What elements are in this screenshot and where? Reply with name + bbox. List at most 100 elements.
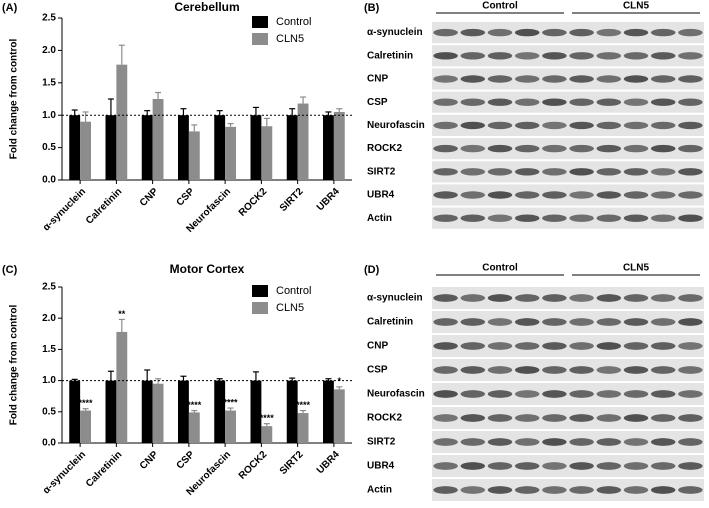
blot-band: [514, 318, 540, 326]
blot-band: [487, 191, 513, 199]
blot-band: [487, 486, 513, 494]
blot-strip: [432, 359, 704, 381]
blot-band: [596, 414, 622, 422]
blot-band: [569, 318, 594, 326]
row-label: Neurofascin: [367, 389, 425, 400]
blot-band: [623, 294, 649, 302]
panel-label: (A): [2, 2, 18, 14]
blot-band: [542, 144, 567, 153]
blot-band: [650, 294, 676, 302]
blot-band: [650, 342, 676, 350]
blot-band: [514, 144, 540, 153]
legend-label: CLN5: [276, 33, 304, 45]
blot-band: [678, 75, 703, 83]
significance-label: **: [118, 309, 126, 319]
group-label: Control: [482, 263, 518, 274]
blot-band: [596, 438, 622, 446]
blot-band: [623, 75, 649, 83]
blot-band: [514, 342, 540, 350]
blot-band: [487, 52, 513, 60]
blot-band: [542, 294, 567, 302]
blot-band: [678, 191, 703, 199]
bar: [333, 389, 345, 443]
blot-band: [542, 390, 567, 398]
blot-band: [514, 121, 540, 130]
blot-strip: [432, 311, 704, 333]
blot-band: [678, 28, 703, 37]
blot-band: [542, 168, 567, 176]
blot-band: [487, 342, 513, 350]
blot-band: [678, 214, 703, 222]
blot-band: [678, 438, 703, 446]
blot-band: [569, 294, 594, 302]
blot-band: [569, 168, 594, 176]
blot-strip: [432, 22, 704, 44]
blot-band: [433, 121, 458, 130]
blot-band: [542, 98, 567, 106]
blot-band: [460, 438, 486, 446]
blot-band: [596, 98, 622, 106]
bar: [152, 99, 164, 180]
blot-band: [678, 366, 703, 374]
x-tick-label: α-synuclein: [41, 449, 88, 496]
blot-band: [460, 414, 486, 422]
bar: [323, 115, 334, 180]
blot-band: [596, 168, 622, 176]
blot-band: [650, 438, 676, 446]
blot-band: [650, 462, 676, 470]
blot-band: [542, 191, 567, 199]
blot-band: [460, 191, 486, 199]
chart-title: Motor Cortex: [170, 262, 245, 276]
blot-band: [542, 342, 567, 350]
bar: [225, 126, 236, 180]
blot-band: [596, 318, 622, 326]
bar: [152, 383, 164, 443]
bar: [188, 131, 200, 180]
y-tick-label: 1.0: [42, 110, 56, 121]
bar: [69, 115, 81, 180]
blot-band: [623, 486, 649, 494]
blot-band: [433, 168, 458, 176]
y-tick-label: 0.0: [42, 438, 56, 449]
blot-band: [433, 98, 458, 106]
blot-band: [460, 28, 486, 37]
blot-band: [514, 214, 540, 222]
row-label: Calretinin: [367, 317, 413, 328]
blot-band: [623, 390, 649, 398]
blot-band: [433, 75, 458, 83]
blot-band: [460, 318, 486, 326]
blot-band: [650, 191, 676, 199]
blot-strip: [432, 114, 704, 136]
group-label: CLN5: [623, 263, 650, 274]
blot-band: [514, 75, 540, 83]
bar: [178, 380, 189, 443]
x-tick-label: UBR4: [315, 449, 342, 476]
blot-band: [487, 75, 513, 83]
row-label: α-synuclein: [367, 293, 423, 304]
panel-label: (D): [364, 264, 380, 276]
blot-band: [596, 144, 622, 153]
row-label: CNP: [367, 74, 388, 85]
blot-band: [623, 191, 649, 199]
blot-strip: [432, 68, 704, 90]
blot-band: [433, 366, 458, 374]
blot-band: [514, 191, 540, 199]
blot-band: [623, 342, 649, 350]
row-label: Calretinin: [367, 50, 413, 61]
blot-band: [514, 462, 540, 470]
blot-band: [569, 144, 594, 153]
blot-band: [569, 342, 594, 350]
blot-band: [569, 390, 594, 398]
blot-band: [433, 52, 458, 60]
blot-band: [623, 98, 649, 106]
blot-band: [569, 52, 594, 60]
row-label: CSP: [367, 365, 388, 376]
legend-label: CLN5: [276, 302, 304, 314]
blot-band: [514, 390, 540, 398]
blot-band: [569, 191, 594, 199]
blot-band: [487, 414, 513, 422]
row-label: CSP: [367, 97, 388, 108]
row-label: SIRT2: [367, 166, 396, 177]
blot-band: [569, 366, 594, 374]
blot-band: [460, 462, 486, 470]
